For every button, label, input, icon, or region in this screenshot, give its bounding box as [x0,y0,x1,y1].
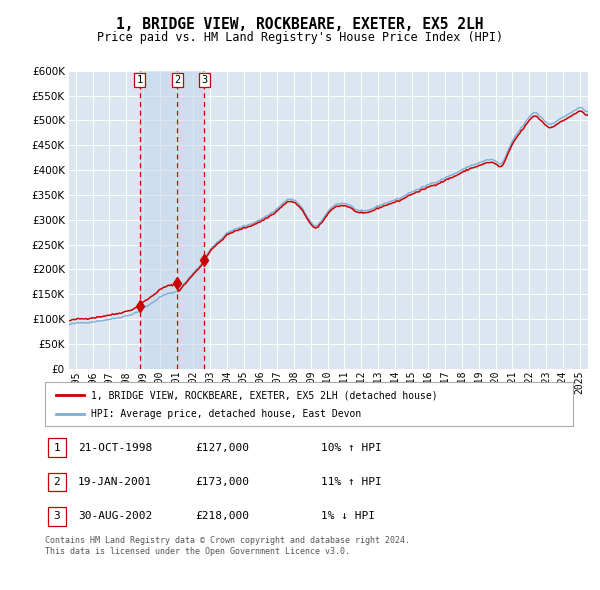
Text: 2: 2 [53,477,61,487]
Text: 1, BRIDGE VIEW, ROCKBEARE, EXETER, EX5 2LH: 1, BRIDGE VIEW, ROCKBEARE, EXETER, EX5 2… [116,17,484,31]
Text: 1, BRIDGE VIEW, ROCKBEARE, EXETER, EX5 2LH (detached house): 1, BRIDGE VIEW, ROCKBEARE, EXETER, EX5 2… [91,390,438,400]
Text: 10% ↑ HPI: 10% ↑ HPI [321,443,382,453]
Text: Price paid vs. HM Land Registry's House Price Index (HPI): Price paid vs. HM Land Registry's House … [97,31,503,44]
Text: 1: 1 [53,443,61,453]
Text: 19-JAN-2001: 19-JAN-2001 [78,477,152,487]
Text: 1: 1 [136,76,143,86]
Text: 3: 3 [53,512,61,521]
Text: £218,000: £218,000 [195,512,249,521]
Text: 11% ↑ HPI: 11% ↑ HPI [321,477,382,487]
Text: 3: 3 [201,76,208,86]
Text: 2: 2 [174,76,181,86]
Text: HPI: Average price, detached house, East Devon: HPI: Average price, detached house, East… [91,409,361,418]
Bar [140,71,205,369]
Text: Contains HM Land Registry data © Crown copyright and database right 2024.
This d: Contains HM Land Registry data © Crown c… [45,536,410,556]
Text: £173,000: £173,000 [195,477,249,487]
Text: 1% ↓ HPI: 1% ↓ HPI [321,512,375,521]
Text: 30-AUG-2002: 30-AUG-2002 [78,512,152,521]
Text: 21-OCT-1998: 21-OCT-1998 [78,443,152,453]
Text: £127,000: £127,000 [195,443,249,453]
